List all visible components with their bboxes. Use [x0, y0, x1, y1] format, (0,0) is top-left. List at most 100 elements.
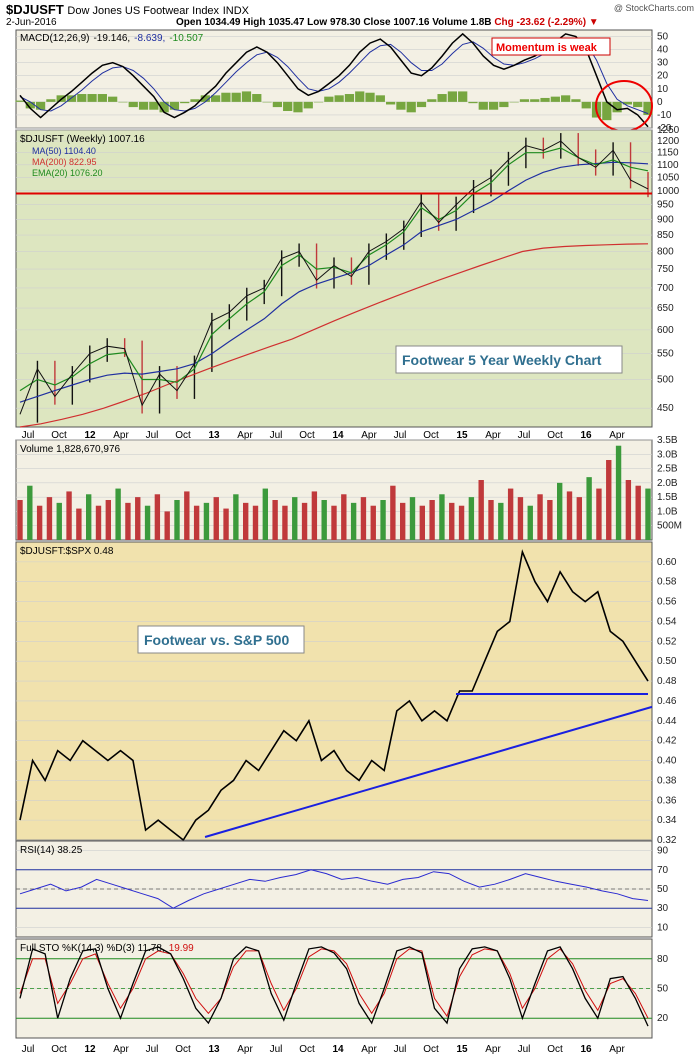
macd-histogram-bar — [77, 94, 87, 102]
volume-bar — [301, 502, 308, 540]
macd-histogram-bar — [509, 101, 519, 103]
exchange: INDX — [222, 5, 249, 17]
macd-histogram-bar — [478, 101, 488, 110]
rsi-line — [19, 869, 649, 909]
volume-bar — [105, 500, 112, 540]
volume-bar — [625, 480, 632, 540]
x-axis-label-top: Apr — [485, 430, 501, 441]
volume-bar — [135, 497, 141, 540]
volume-bar — [645, 488, 651, 540]
price-tick-label: 700 — [657, 283, 674, 294]
volume-tick-label: 3.5B — [657, 435, 678, 446]
chart-date: 2-Jun-2016 — [6, 17, 57, 28]
macd-histogram-bar — [416, 101, 427, 108]
ema20-line — [19, 147, 649, 392]
macd-legend: MACD(12,26,9) -19.146, -8.639, -10.507 — [20, 33, 204, 44]
volume-legend: Volume 1,828,670,976 — [20, 444, 121, 455]
volume-bar — [272, 500, 278, 540]
macd-histogram-bar — [262, 101, 272, 103]
macd-tick-label: 30 — [657, 58, 669, 69]
volume-bar — [409, 497, 416, 540]
volume-bar — [36, 505, 43, 540]
volume-bar — [331, 505, 337, 540]
macd-histogram-bar — [324, 96, 334, 102]
macd-tick-label: 20 — [657, 71, 669, 82]
sto-tick-label: 50 — [657, 984, 669, 995]
macd-legend-part: -19.146, — [93, 33, 130, 44]
x-axis-label-bottom: Oct — [299, 1044, 315, 1055]
x-axis-label-bottom: Jul — [394, 1044, 407, 1055]
macd-histogram-bar — [293, 101, 303, 113]
x-axis-label-top: Oct — [175, 430, 191, 441]
volume-bar — [203, 502, 210, 540]
macd-tick-label: 50 — [657, 32, 669, 43]
rsi-legend: RSI(14) 38.25 — [20, 845, 83, 856]
volume-bar — [419, 505, 426, 540]
macd-histogram-bar — [355, 91, 365, 102]
x-axis-label-bottom: Jul — [518, 1044, 531, 1055]
macd-histogram-bar — [540, 97, 550, 102]
x-axis-label-top: 12 — [84, 430, 96, 441]
x-axis-label-top: Apr — [237, 430, 253, 441]
ratio-annotation: Footwear vs. S&P 500 — [137, 625, 305, 654]
x-axis-label-bottom: Oct — [51, 1044, 67, 1055]
macd-histogram-bar — [169, 101, 180, 110]
volume-bar — [576, 497, 583, 540]
volume-bar — [439, 494, 445, 540]
macd-histogram-bar — [550, 96, 560, 102]
x-axis-label-bottom: Apr — [609, 1044, 625, 1055]
x-axis-label-bottom: 15 — [456, 1044, 468, 1055]
index-name: Dow Jones US Footwear Index — [67, 5, 220, 17]
volume-bar — [606, 460, 612, 540]
x-axis-label-bottom: 13 — [208, 1044, 220, 1055]
macd-histogram-bar — [406, 101, 416, 113]
ratio-tick-label: 0.32 — [657, 835, 677, 846]
macd-histogram-bar — [200, 95, 210, 102]
price-legend-ma200: MA(200) 822.95 — [32, 157, 97, 167]
volume-bar — [95, 505, 102, 540]
volume-bar — [537, 494, 543, 540]
volume-tick-label: 500M — [657, 521, 682, 532]
macd-histogram-bar — [612, 101, 622, 113]
macd-legend-part: MACD(12,26,9) — [20, 33, 89, 44]
sto-k-line — [19, 946, 649, 1027]
price-tick-label: 450 — [657, 403, 674, 414]
volume-bar — [174, 500, 180, 540]
macd-tick-label: 10 — [657, 84, 669, 95]
sto-legend: Full STO %K(14,3) %D(3) 11.78, 19.99 — [20, 943, 194, 954]
macd-histogram-bar — [128, 101, 138, 108]
macd-histogram-bar — [499, 101, 509, 108]
ratio-trendline — [204, 705, 653, 838]
x-axis-label-top: 15 — [456, 430, 468, 441]
ratio-tick-label: 0.34 — [657, 815, 677, 826]
ratio-legend: $DJUSFT:$SPX 0.48 — [20, 546, 114, 557]
x-axis-label-top: Jul — [270, 430, 283, 441]
price-tick-label: 1100 — [657, 160, 679, 171]
watermark: @ StockCharts.com — [613, 3, 694, 13]
macd-histogram-bar — [386, 101, 396, 105]
volume-bar — [66, 491, 72, 540]
macd-histogram-bar — [35, 101, 46, 110]
macd-histogram-bar — [210, 95, 221, 102]
volume-bar — [321, 500, 327, 540]
x-axis-label-top: Jul — [394, 430, 407, 441]
ratio-tick-label: 0.38 — [657, 775, 677, 786]
price-tick-label: 750 — [657, 264, 674, 275]
x-axis-label-bottom: Jul — [270, 1044, 283, 1055]
macd-tick-label: -20 — [657, 123, 672, 134]
price-tick-label: 900 — [657, 214, 674, 225]
macd-histogram-bar — [190, 99, 200, 102]
macd-histogram-bar — [283, 101, 293, 112]
volume-tick-label: 3.0B — [657, 449, 678, 460]
volume-bar — [17, 500, 23, 540]
volume-bar — [635, 485, 641, 540]
macd-histogram-bar — [344, 94, 355, 102]
chart-header: $DJUSFT Dow Jones US Footwear Index INDX… — [0, 0, 700, 32]
volume-bar — [252, 505, 259, 540]
volume-bar — [586, 477, 592, 540]
volume-bar — [360, 497, 367, 540]
macd-histogram-bar — [241, 91, 252, 102]
volume-bar — [213, 497, 219, 540]
macd-histogram-bar — [633, 101, 643, 108]
ma200-line — [19, 243, 649, 428]
